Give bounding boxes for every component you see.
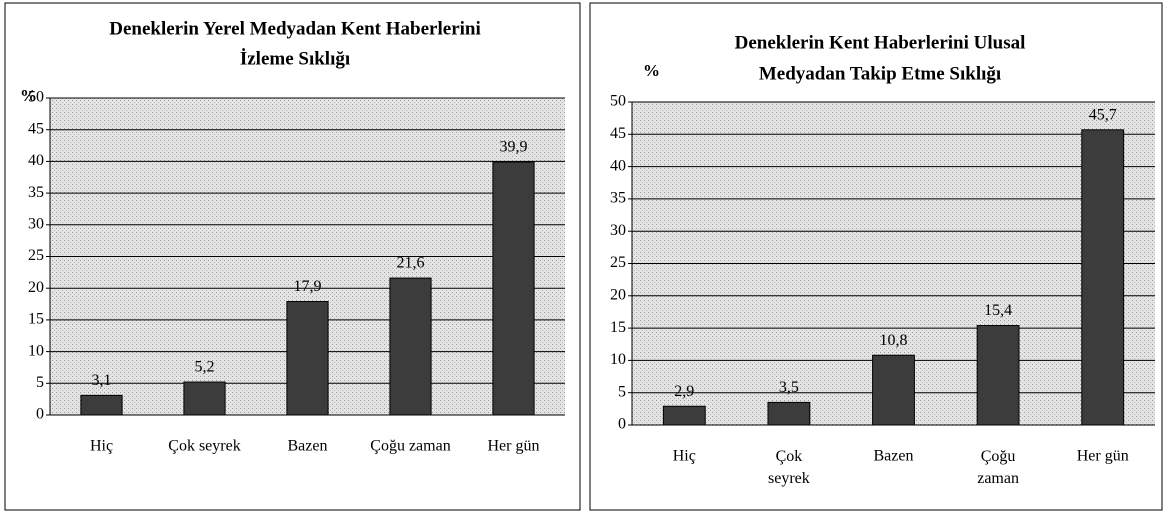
bar xyxy=(286,301,329,416)
data-label: 21,6 xyxy=(397,255,425,272)
bar xyxy=(1081,129,1125,426)
y-tick-label: 35 xyxy=(610,190,626,207)
y-tick-label: 10 xyxy=(28,342,44,359)
bar xyxy=(80,394,123,416)
data-label: 17,9 xyxy=(294,278,322,295)
y-tick-label: 10 xyxy=(610,351,626,368)
chart-title: Deneklerin Kent Haberlerini Ulusal xyxy=(735,32,1026,53)
y-tick-label: 5 xyxy=(618,383,626,400)
bar xyxy=(389,277,432,416)
x-tick-label: Çok seyrek xyxy=(168,438,240,455)
x-tick-label: Her gün xyxy=(488,438,540,455)
data-label: 15,4 xyxy=(984,302,1012,319)
y-tick-label: 40 xyxy=(28,152,44,169)
y-tick-label: 50 xyxy=(610,93,626,110)
bar xyxy=(767,401,811,426)
y-tick-label: 35 xyxy=(28,184,44,201)
y-tick-label: 30 xyxy=(610,222,626,239)
y-tick-label: 5 xyxy=(36,374,44,391)
x-tick-label: Çoğu zaman xyxy=(977,448,1019,487)
y-tick-label: 15 xyxy=(28,311,44,328)
chart-title: Deneklerin Yerel Medyadan Kent Haberleri… xyxy=(109,18,481,39)
bar xyxy=(183,381,226,416)
data-label: 10,8 xyxy=(880,332,908,349)
y-tick-label: 50 xyxy=(28,89,44,106)
chart-title: Medyadan Takip Etme Sıklığı xyxy=(759,63,1001,84)
data-label: 5,2 xyxy=(195,359,215,376)
bar xyxy=(492,161,535,416)
data-label: 39,9 xyxy=(500,139,528,156)
y-tick-label: 0 xyxy=(618,416,626,433)
chart-title: İzleme Sıklığı xyxy=(240,48,350,69)
data-label: 3,5 xyxy=(779,379,799,396)
y-tick-label: 25 xyxy=(610,254,626,271)
y-tick-label: 15 xyxy=(610,319,626,336)
bar xyxy=(976,325,1020,426)
data-label: 45,7 xyxy=(1089,106,1117,123)
data-label: 2,9 xyxy=(674,383,694,400)
y-tick-label: 20 xyxy=(610,286,626,303)
x-tick-label: Her gün xyxy=(1077,448,1129,465)
y-tick-label: 20 xyxy=(28,279,44,296)
y-axis-label: % xyxy=(20,86,37,105)
data-label: 3,1 xyxy=(92,372,112,389)
x-tick-label: Hiç xyxy=(673,448,696,465)
y-tick-label: 40 xyxy=(610,157,626,174)
x-tick-label: Bazen xyxy=(874,448,914,465)
y-axis-label: % xyxy=(643,61,660,80)
y-tick-label: 45 xyxy=(28,120,44,137)
y-tick-label: 0 xyxy=(36,406,44,423)
y-tick-label: 45 xyxy=(610,125,626,142)
x-tick-label: Hiç xyxy=(90,438,113,455)
bar xyxy=(872,354,915,426)
y-tick-label: 30 xyxy=(28,215,44,232)
x-tick-label: Bazen xyxy=(288,438,328,455)
bar xyxy=(662,405,706,426)
y-tick-label: 25 xyxy=(28,247,44,264)
x-tick-label: Çok seyrek xyxy=(768,448,810,487)
x-tick-label: Çoğu zaman xyxy=(370,438,450,455)
